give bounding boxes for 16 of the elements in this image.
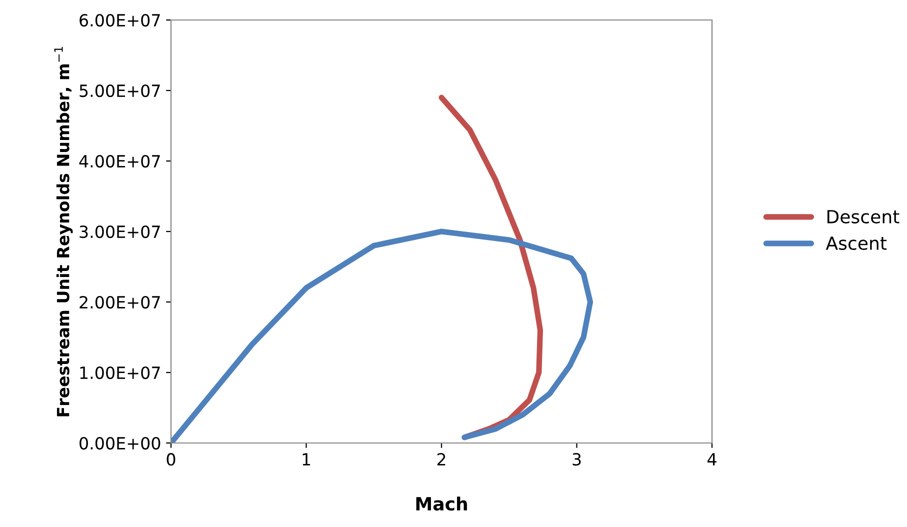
x-tick-label: 4 (708, 453, 716, 466)
x-tick-label: 3 (572, 453, 581, 466)
y-tick-label: 3.00E+07 (80, 225, 160, 238)
x-tick-label: 0 (166, 453, 176, 466)
legend-label: Ascent (826, 236, 887, 250)
x-tick-label: 2 (437, 453, 446, 466)
y-axis-title: Freestream Unit Reynolds Number, m$^{−1}$ (54, 46, 73, 416)
x-tick-label: 1 (302, 453, 310, 466)
y-tick-label: 4.00E+07 (79, 154, 160, 168)
legend-label: Descent (827, 210, 900, 224)
y-tick-label: 1.00E+07 (80, 366, 160, 380)
y-tick-label: 5.00E+07 (80, 84, 160, 98)
x-axis-title: Mach (416, 496, 467, 511)
y-tick-label: 2.00E+07 (80, 296, 160, 309)
y-tick-label: 0.00E+00 (80, 436, 160, 450)
y-tick-label: 6.00E+07 (80, 14, 160, 27)
